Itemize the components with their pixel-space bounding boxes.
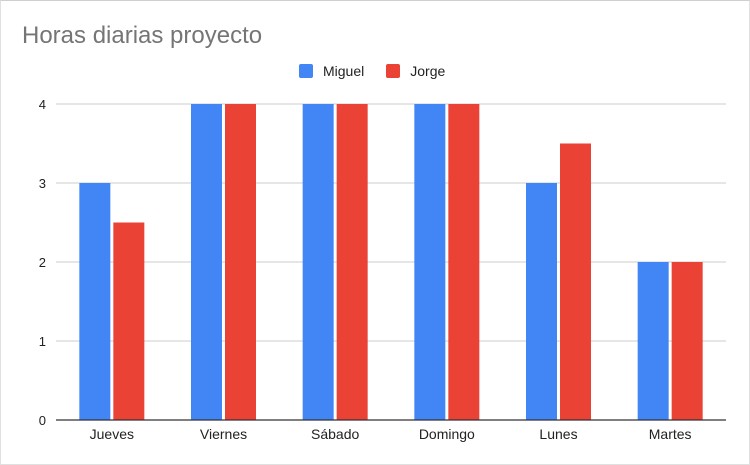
- x-tick-label: Domingo: [419, 426, 475, 442]
- legend-label-miguel: Miguel: [323, 63, 365, 79]
- y-tick-label: 3: [39, 176, 46, 191]
- bar-miguel-martes[interactable]: [637, 262, 669, 420]
- x-tick-label: Martes: [649, 426, 692, 442]
- bar-miguel-domingo[interactable]: [414, 104, 446, 420]
- x-tick-label: Viernes: [200, 426, 247, 442]
- bar-miguel-viernes[interactable]: [191, 104, 222, 420]
- bar-jorge-domingo[interactable]: [448, 104, 480, 420]
- bar-miguel-jueves[interactable]: [79, 183, 111, 420]
- legend-item-jorge[interactable]: Jorge: [386, 63, 445, 79]
- y-tick-label: 4: [39, 97, 46, 112]
- legend-label-jorge: Jorge: [410, 63, 446, 79]
- y-tick-label: 0: [39, 413, 46, 428]
- bar-jorge-sábado[interactable]: [336, 104, 368, 420]
- y-tick-label: 2: [39, 255, 46, 270]
- legend-item-miguel[interactable]: Miguel: [299, 63, 364, 79]
- bar-jorge-viernes[interactable]: [225, 104, 256, 420]
- y-tick-label: 1: [39, 334, 46, 349]
- bar-miguel-sábado[interactable]: [302, 104, 334, 420]
- bar-jorge-martes[interactable]: [671, 262, 703, 420]
- x-tick-label: Jueves: [90, 426, 134, 442]
- legend-swatch-miguel: [299, 64, 313, 78]
- x-tick-label: Sábado: [311, 426, 359, 442]
- chart-title: Horas diarias proyecto: [22, 22, 263, 49]
- bar-miguel-lunes[interactable]: [526, 183, 557, 420]
- legend-swatch-jorge: [386, 64, 401, 78]
- chart-legend: Miguel Jorge: [299, 63, 467, 79]
- bar-jorge-lunes[interactable]: [560, 143, 591, 421]
- x-tick-label: Lunes: [539, 426, 577, 442]
- bar-jorge-jueves[interactable]: [113, 222, 145, 421]
